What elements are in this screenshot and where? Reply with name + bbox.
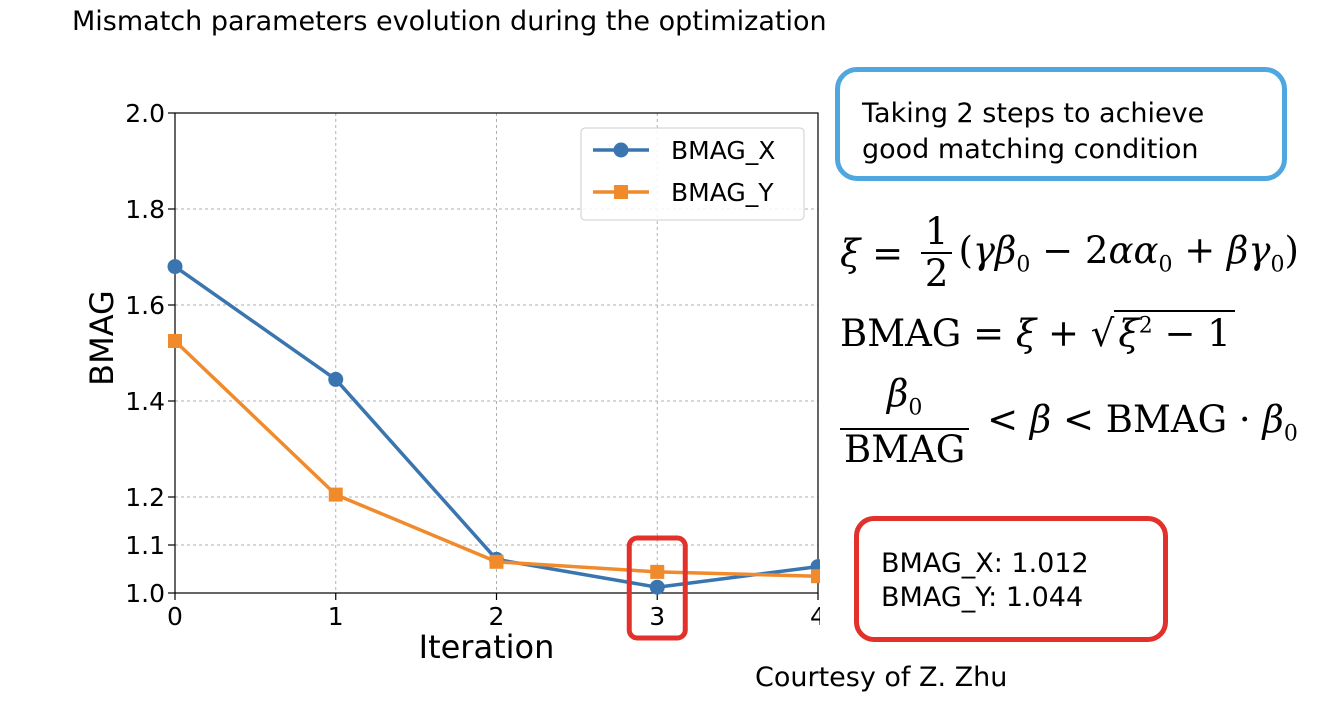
bmag-equation: BMAG = ξ + √ ξ2 − 1 bbox=[840, 310, 1235, 355]
y-tick-label: 1.8 bbox=[125, 195, 165, 224]
point-bmag_x bbox=[328, 371, 344, 387]
point-bmag_y bbox=[650, 564, 665, 579]
x-tick-label: 2 bbox=[489, 602, 505, 631]
point-bmag_y bbox=[811, 569, 820, 584]
x-axis-label: Iteration bbox=[419, 628, 555, 666]
y-tick-label: 2.0 bbox=[125, 99, 165, 128]
point-bmag_y bbox=[328, 487, 343, 502]
y-tick-label: 1.2 bbox=[125, 483, 165, 512]
steps-callout: Taking 2 steps to achieve good matching … bbox=[835, 67, 1287, 181]
point-bmag_y bbox=[168, 334, 182, 348]
x-tick-label: 3 bbox=[649, 602, 665, 631]
chart-axes: 1.0 1.1 1.2 1.4 1.6 1.8 2.0 0 1 2 3 4 Iteration BMAG bbox=[83, 99, 820, 666]
point-bmag_x bbox=[167, 259, 183, 275]
y-axis-label: BMAG bbox=[83, 290, 121, 386]
legend-label-bmag_x: BMAG_X bbox=[671, 136, 775, 165]
chart-series bbox=[167, 259, 820, 595]
result-bmag-y: BMAG_Y: 1.044 bbox=[881, 582, 1084, 613]
legend-label-bmag_y: BMAG_Y bbox=[671, 178, 774, 207]
bmag-line-chart: 1.01.11.21.41.61.82.00 1 2 3 4IterationBMAG … bbox=[83, 99, 820, 666]
legend-marker-bmag_y bbox=[614, 185, 628, 199]
legend-marker-bmag_x bbox=[613, 142, 629, 158]
chart-legend: BMAG_X BMAG_Y bbox=[580, 127, 805, 221]
x-tick-label: 1 bbox=[328, 602, 344, 631]
beta-over-bmag-fraction: β0 BMAG bbox=[840, 374, 970, 470]
point-bmag_x bbox=[649, 579, 665, 595]
steps-callout-line1: Taking 2 steps to achieve bbox=[862, 98, 1205, 129]
steps-callout-line2: good matching condition bbox=[862, 134, 1199, 165]
x-tick-label: 0 bbox=[167, 602, 183, 631]
result-bmag-x: BMAG_X: 1.012 bbox=[881, 548, 1089, 579]
iteration-highlight-box bbox=[626, 535, 688, 641]
y-tick-label: 1.4 bbox=[125, 387, 165, 416]
credit-text: Courtesy of Z. Zhu bbox=[755, 662, 1008, 693]
chart-highlight bbox=[626, 535, 688, 641]
beta-bounds-equation: β0 BMAG < β < BMAG · β0 bbox=[840, 374, 1298, 470]
y-tick-label: 1.0 bbox=[125, 579, 165, 608]
x-tick-label: 4 bbox=[810, 602, 820, 631]
y-tick-label: 1.6 bbox=[125, 291, 165, 320]
y-tick-label: 1.1 bbox=[125, 531, 165, 560]
slide-title: Mismatch parameters evolution during the… bbox=[72, 6, 827, 37]
point-bmag_y bbox=[489, 554, 504, 569]
final-results-box: BMAG_X: 1.012 BMAG_Y: 1.044 bbox=[854, 516, 1168, 642]
